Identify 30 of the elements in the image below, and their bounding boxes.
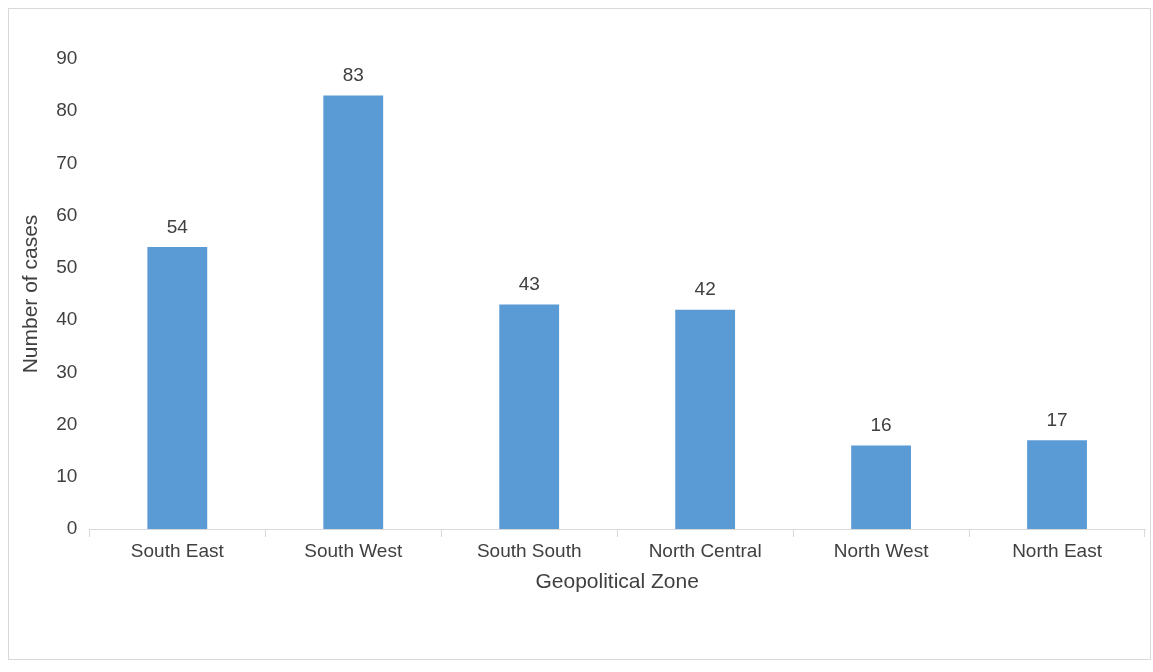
x-axis-title: Geopolitical Zone <box>535 569 699 593</box>
y-tick-label: 20 <box>56 412 78 434</box>
data-label: 16 <box>870 414 892 436</box>
y-tick-label: 40 <box>56 308 78 330</box>
data-label: 54 <box>166 215 189 237</box>
x-tick-label: South West <box>304 539 403 561</box>
y-tick-label: 70 <box>56 151 78 173</box>
y-tick-label: 30 <box>56 360 78 382</box>
data-label: 83 <box>342 64 364 86</box>
bar <box>147 247 208 529</box>
bar <box>499 304 560 529</box>
data-label: 42 <box>694 278 716 300</box>
y-tick-label: 50 <box>56 256 78 278</box>
x-tick-label: North Central <box>648 539 762 561</box>
x-tick-label: North West <box>833 539 930 561</box>
bar <box>323 95 384 529</box>
data-label: 43 <box>518 273 540 295</box>
y-tick-label: 80 <box>56 99 78 121</box>
bar <box>675 309 736 529</box>
x-tick-label: South South <box>476 539 582 561</box>
y-axis-title: Number of cases <box>18 214 42 374</box>
y-tick-label: 10 <box>56 465 78 487</box>
y-tick-label: 90 <box>56 47 78 69</box>
y-tick-label: 0 <box>66 517 78 539</box>
x-tick-label: South East <box>130 539 225 561</box>
x-tick-label: North East <box>1012 539 1103 561</box>
bar <box>1027 440 1087 529</box>
bar <box>851 445 911 529</box>
y-tick-label: 60 <box>56 203 78 225</box>
data-label: 17 <box>1046 408 1068 430</box>
